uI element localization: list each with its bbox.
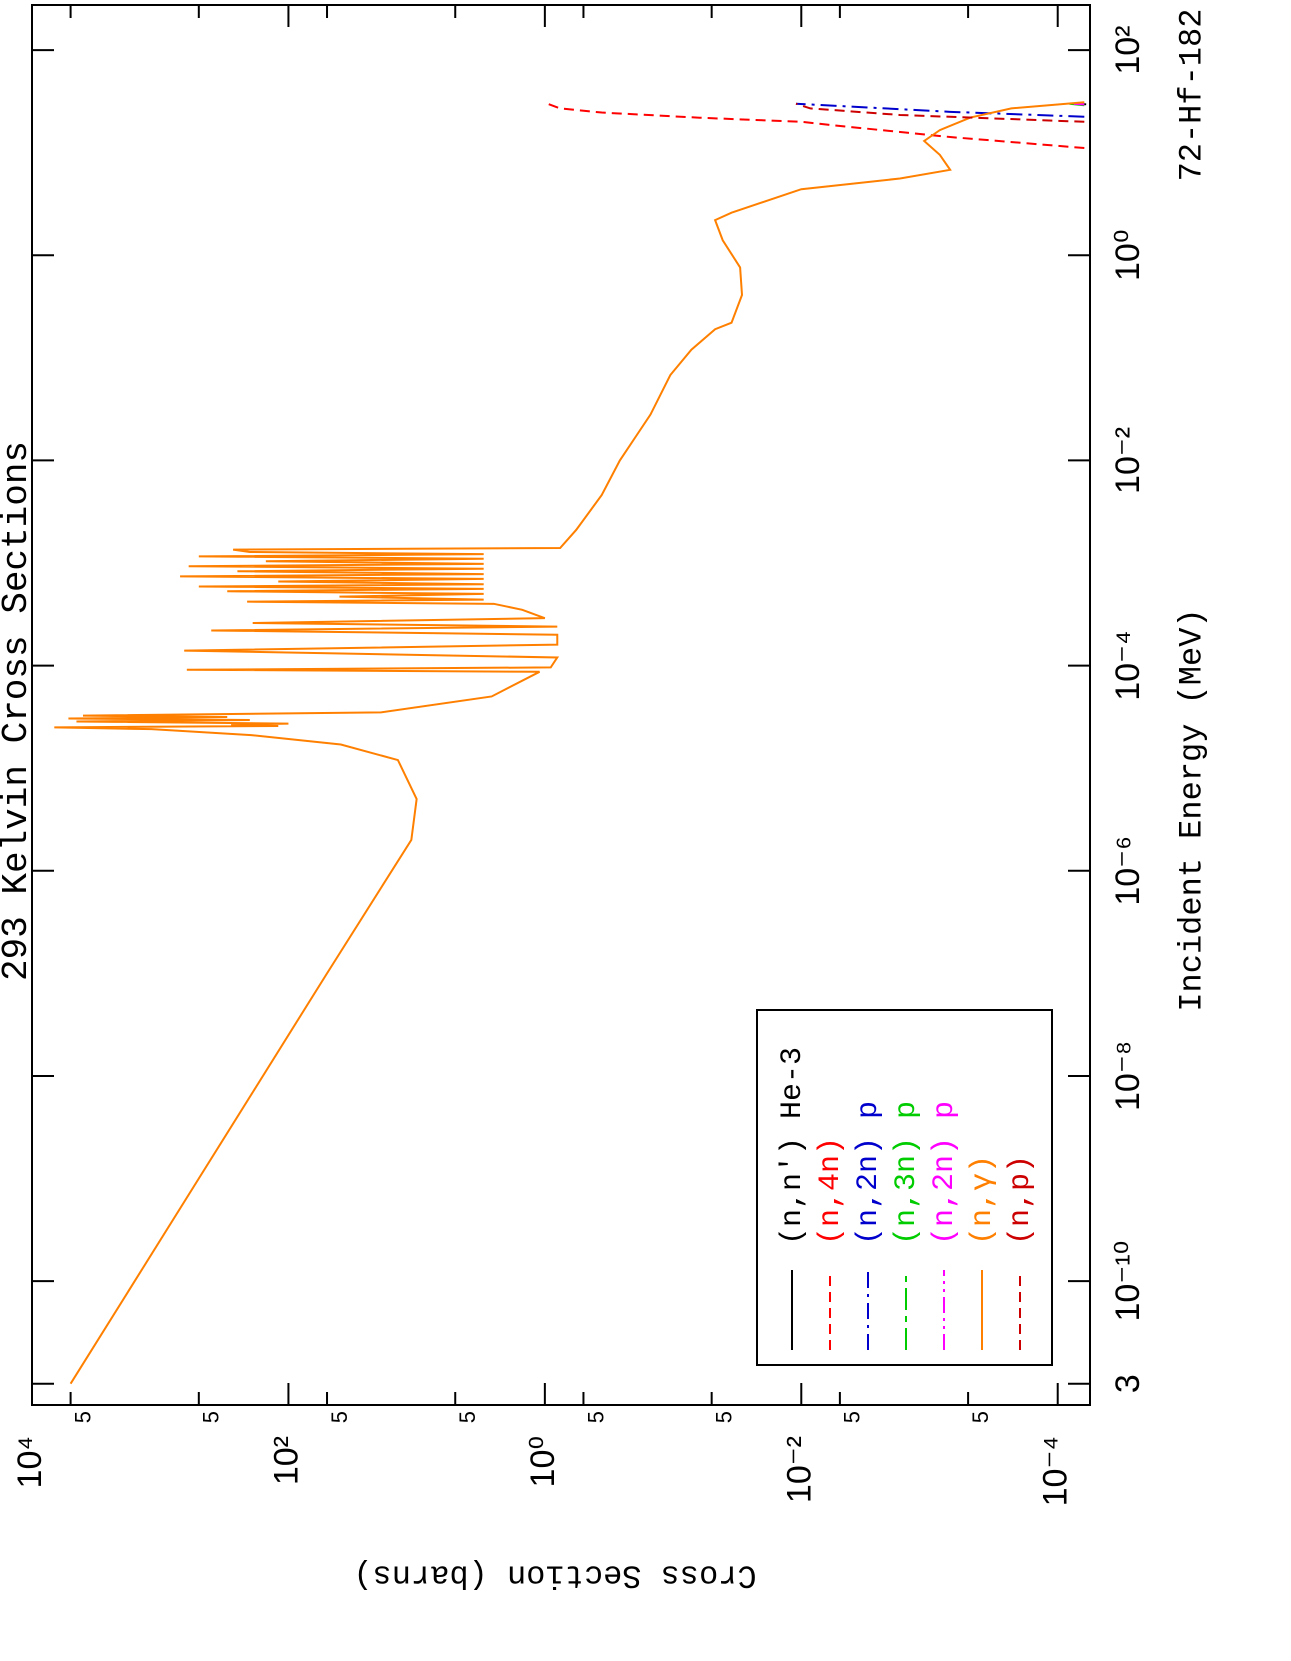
x-tick-label: 10⁻² (1109, 427, 1147, 494)
legend-label: (n,2n) p (852, 1101, 886, 1245)
y-tick-label: 10⁻² (780, 1436, 818, 1503)
x-tick-label: 3 (1109, 1374, 1147, 1393)
legend-label: (n,γ) (966, 1155, 1000, 1245)
legend-label: (n,4n) (814, 1137, 848, 1245)
y-tick-label: 10⁻⁴ (1037, 1436, 1075, 1506)
y-tick-label: 5 (70, 1411, 95, 1423)
series-line (54, 101, 1085, 1385)
series-line (545, 102, 1085, 150)
x-tick-label: 10⁰ (1109, 230, 1147, 281)
y-tick-label: 5 (455, 1411, 480, 1423)
x-tick-label: 10⁻⁶ (1109, 836, 1147, 906)
y-tick-label: 10² (267, 1436, 305, 1485)
legend-label: (n,p) (1004, 1155, 1038, 1245)
series-line (795, 102, 1085, 123)
x-axis-label: Incident Energy (MeV) (1173, 608, 1210, 1011)
y-tick-label: 5 (583, 1411, 608, 1423)
y-tick-label: 5 (840, 1411, 865, 1423)
y-tick-label: 5 (711, 1411, 736, 1423)
subtitle: 72-Hf-182 (1173, 9, 1210, 182)
x-tick-label: 10⁻⁸ (1109, 1041, 1147, 1111)
x-tick-label: 10⁻¹⁰ (1109, 1241, 1147, 1322)
y-tick-label: 5 (968, 1411, 993, 1423)
plot-lines (54, 101, 1087, 1385)
y-tick-label: 10⁴ (11, 1436, 49, 1488)
legend-label: (n,3n) p (890, 1101, 924, 1245)
series-line (795, 102, 1085, 118)
y-tick-label: 5 (327, 1411, 352, 1423)
chart-title: 293 Kelvin Cross Sections (0, 441, 37, 981)
plot-frame (31, 4, 1091, 1406)
legend-label: (n,n') He-3 (776, 1047, 810, 1245)
rotated-plot: 293 Kelvin Cross Sections 72-Hf-182 Inci… (0, 4, 1210, 1594)
y-axis-label: Cross Section (barns) (353, 1557, 756, 1594)
y-tick-label: 5 (199, 1411, 224, 1423)
y-tick-label: 10⁰ (524, 1436, 562, 1487)
legend-label: (n,2n) p (928, 1101, 962, 1245)
x-tick-label: 10² (1109, 25, 1147, 74)
x-tick-label: 10⁻⁴ (1109, 630, 1147, 700)
